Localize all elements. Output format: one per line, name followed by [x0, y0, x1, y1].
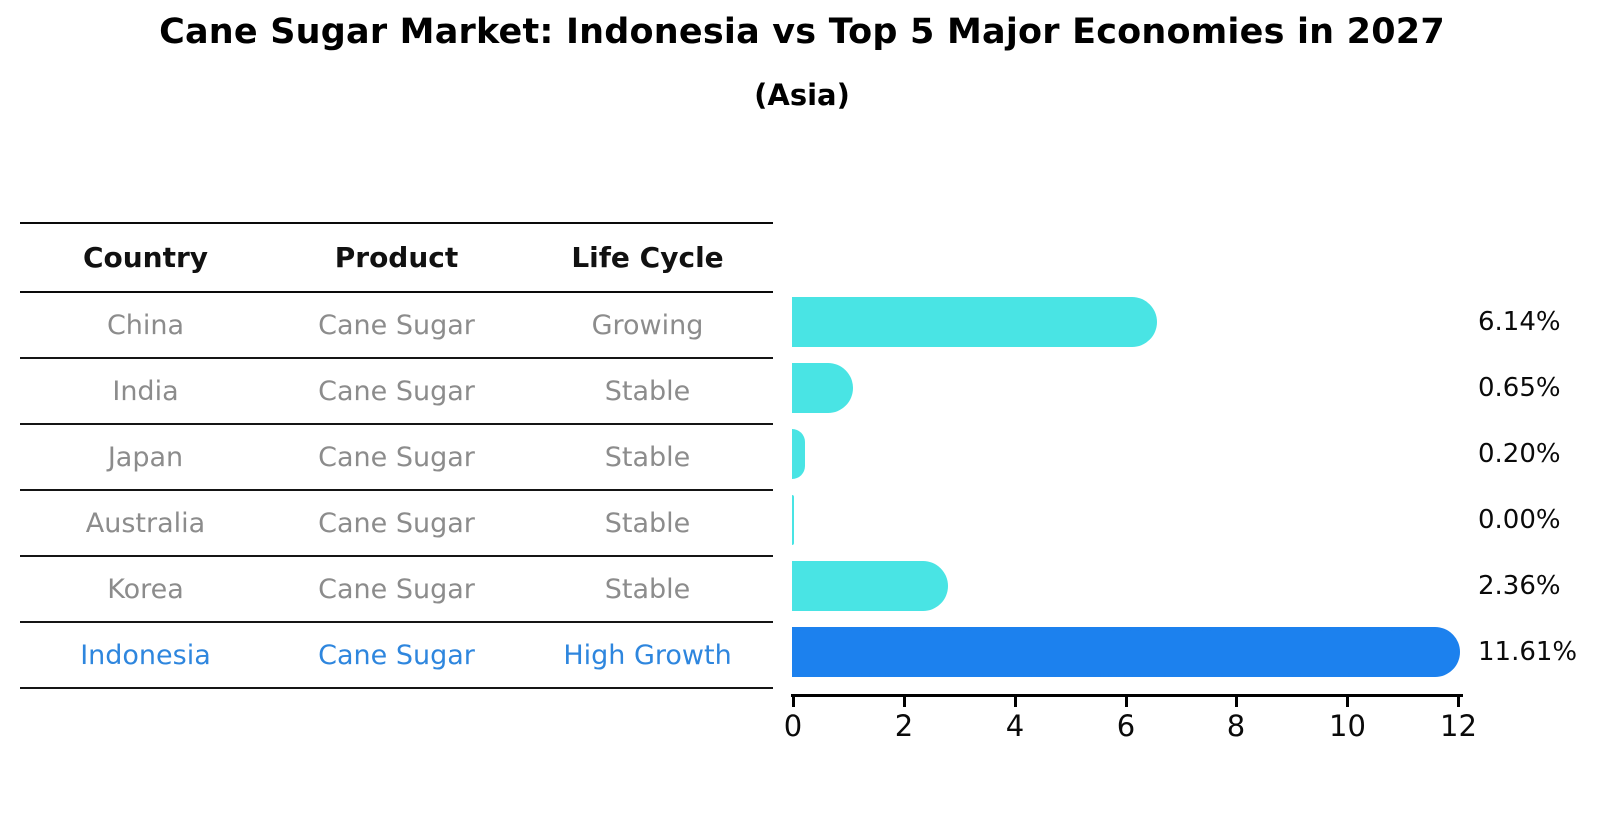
cell-life-cycle: Growing — [591, 309, 704, 341]
chart-subtitle: (Asia) — [754, 78, 850, 112]
table-row-australia: Australia Cane Sugar Stable — [20, 491, 773, 557]
x-tick-label: 4 — [1005, 709, 1025, 743]
header-cell-product: Product — [334, 241, 459, 274]
cell-product: Cane Sugar — [318, 573, 475, 605]
table-row-korea: Korea Cane Sugar Stable — [20, 557, 773, 623]
cell-life-cycle: High Growth — [563, 639, 732, 671]
x-tick-mark — [902, 697, 906, 707]
header-cell-country: Country — [82, 241, 209, 274]
x-axis-line — [791, 694, 1463, 697]
chart-title: Cane Sugar Market: Indonesia vs Top 5 Ma… — [159, 12, 1445, 52]
bar-indonesia — [792, 627, 1460, 677]
bar-india — [792, 363, 853, 413]
cell-product: Cane Sugar — [318, 507, 475, 539]
cell-country: China — [106, 309, 185, 341]
x-tick-label: 0 — [783, 709, 803, 743]
cell-life-cycle: Stable — [604, 573, 691, 605]
x-axis: 0 2 4 6 8 10 12 — [784, 694, 1477, 754]
cell-life-cycle: Stable — [604, 375, 691, 407]
bar-australia — [792, 495, 794, 545]
x-tick-mark — [791, 697, 795, 707]
x-tick-mark — [1456, 697, 1460, 707]
x-tick-label: 12 — [1440, 709, 1477, 743]
cell-country: India — [112, 375, 179, 407]
value-label-japan: 0.20% — [1478, 439, 1561, 469]
cell-life-cycle: Stable — [604, 441, 691, 473]
value-label-australia: 0.00% — [1478, 505, 1561, 535]
cell-product: Cane Sugar — [318, 441, 475, 473]
table-row-japan: Japan Cane Sugar Stable — [20, 425, 773, 491]
value-label-india: 0.65% — [1478, 373, 1561, 403]
x-tick-mark — [1124, 697, 1128, 707]
bar-chart — [792, 289, 1462, 685]
bar-korea — [792, 561, 948, 611]
country-table: Country Product Life Cycle China Cane Su… — [20, 222, 773, 689]
x-tick-mark — [1013, 697, 1017, 707]
x-tick-mark — [1234, 697, 1238, 707]
cell-product: Cane Sugar — [318, 375, 475, 407]
x-tick-label: 6 — [1116, 709, 1136, 743]
bar-japan — [792, 429, 805, 479]
value-label-korea: 2.36% — [1478, 571, 1561, 601]
x-tick-label: 8 — [1226, 709, 1246, 743]
x-tick-label: 2 — [894, 709, 914, 743]
table-row-india: India Cane Sugar Stable — [20, 359, 773, 425]
table-row-china: China Cane Sugar Growing — [20, 293, 773, 359]
cell-country: Japan — [107, 441, 184, 473]
value-labels: 6.14% 0.65% 0.20% 0.00% 2.36% 11.61% — [1478, 289, 1604, 685]
cell-country: Australia — [85, 507, 206, 539]
cell-product: Cane Sugar — [318, 309, 475, 341]
cell-country: Korea — [107, 573, 184, 605]
cell-product: Cane Sugar — [318, 639, 475, 671]
table-header-row: Country Product Life Cycle — [20, 222, 773, 293]
bar-china — [792, 297, 1157, 347]
x-tick-mark — [1345, 697, 1349, 707]
value-label-china: 6.14% — [1478, 307, 1561, 337]
x-tick-label: 10 — [1329, 709, 1366, 743]
table-row-indonesia: Indonesia Cane Sugar High Growth — [20, 623, 773, 689]
header-cell-life-cycle: Life Cycle — [571, 241, 724, 274]
cell-country: Indonesia — [80, 639, 211, 671]
cell-life-cycle: Stable — [604, 507, 691, 539]
value-label-indonesia: 11.61% — [1478, 637, 1578, 667]
